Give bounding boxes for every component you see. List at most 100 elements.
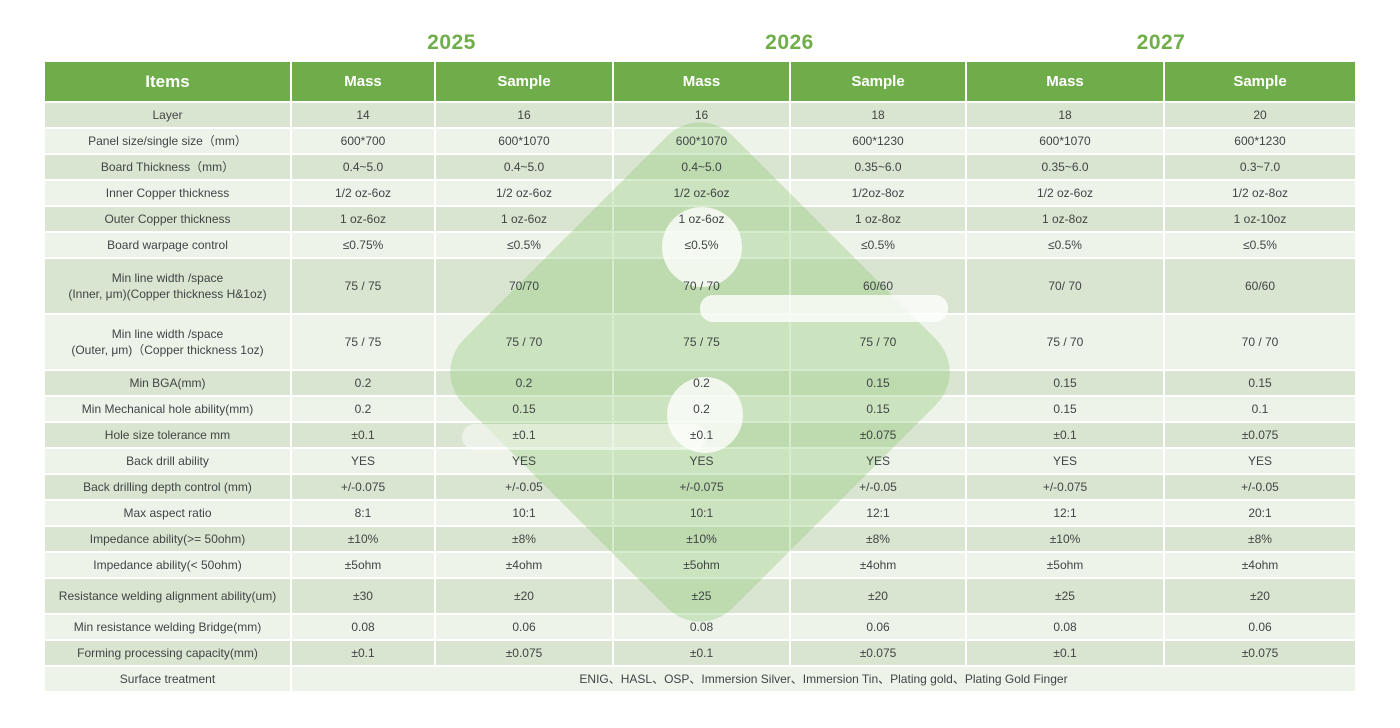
cell-value: ±0.1	[689, 427, 714, 442]
value-cell: ±25	[967, 579, 1163, 613]
value-cell: 1/2oz-8oz	[791, 181, 965, 205]
cell-value: 0.15	[1248, 375, 1272, 390]
cell-value: 60/60	[1244, 278, 1276, 293]
row-label-cell: Impedance ability(>= 50ohm)	[45, 527, 290, 551]
cell-value: 16	[517, 107, 531, 122]
value-cell: YES	[436, 449, 612, 473]
value-cell: 1 oz-6oz	[436, 207, 612, 231]
cell-value: +/-0.075	[679, 479, 724, 494]
cell-value: 0.1	[1251, 401, 1269, 416]
cell-value: ±0.075	[1241, 427, 1279, 442]
cell-value: 18	[1058, 107, 1072, 122]
value-cell: 0.06	[436, 615, 612, 639]
value-cell: 0.15	[791, 397, 965, 421]
value-cell: 0.3~7.0	[1165, 155, 1355, 179]
column-header: Mass	[292, 62, 434, 101]
cell-value: 20	[1253, 107, 1267, 122]
table-row: Hole size tolerance mm ±0.1 ±0.1 ±0.1 ±0.075…	[45, 423, 1355, 447]
row-label: Outer Copper thickness	[104, 211, 231, 226]
cell-value: 75 / 75	[344, 278, 382, 293]
row-label: Impedance ability(>= 50ohm)	[89, 531, 246, 546]
cell-value: ±0.075	[859, 427, 897, 442]
value-cell: 0.06	[1165, 615, 1355, 639]
cell-value: ±25	[691, 588, 712, 603]
value-cell: 0.15	[967, 371, 1163, 395]
value-cell: +/-0.05	[1165, 475, 1355, 499]
value-cell: YES	[967, 449, 1163, 473]
table-row: Impedance ability(>= 50ohm) ±10% ±8% ±10% ±8…	[45, 527, 1355, 551]
value-cell: 70/ 70	[967, 259, 1163, 313]
value-cell: 600*1230	[791, 129, 965, 153]
value-cell: 0.08	[614, 615, 789, 639]
value-cell: 1/2 oz-6oz	[436, 181, 612, 205]
value-cell: ±25	[614, 579, 789, 613]
cell-value: 0.35~6.0	[854, 159, 902, 174]
cell-value: ±0.1	[1053, 645, 1077, 660]
row-label: Board warpage control	[107, 237, 228, 252]
cell-value: 0.4~5.0	[681, 159, 722, 174]
value-cell: ±0.075	[1165, 641, 1355, 665]
value-cell: YES	[791, 449, 965, 473]
cell-value: YES	[350, 453, 375, 468]
value-cell: 0.15	[967, 397, 1163, 421]
row-label-cell: Min Mechanical hole ability(mm)	[45, 397, 290, 421]
cell-value: ≤0.5%	[1243, 237, 1277, 252]
value-cell: ±4ohm	[1165, 553, 1355, 577]
value-cell: 0.4~5.0	[292, 155, 434, 179]
value-cell: +/-0.075	[292, 475, 434, 499]
value-cell: 14	[292, 103, 434, 127]
row-label-cell: Board warpage control	[45, 233, 290, 257]
surface-treatment-value-cell: ENIG、HASL、OSP、Immersion Silver、Immersion…	[292, 667, 1355, 691]
value-cell: ±0.1	[614, 423, 789, 447]
cell-value: ≤0.5%	[861, 237, 895, 252]
value-cell: ≤0.5%	[614, 233, 789, 257]
value-cell: 18	[967, 103, 1163, 127]
cell-value: +/-0.075	[1042, 479, 1088, 494]
table-row: Forming processing capacity(mm) ±0.1 ±0.07…	[45, 641, 1355, 665]
table-row: Resistance welding alignment ability(um)…	[45, 579, 1355, 613]
column-header: Mass	[967, 62, 1163, 101]
value-cell: 600*700	[292, 129, 434, 153]
row-label-cell: Min line width /space (Outer, μm)（Copper…	[45, 315, 290, 369]
cell-value: 0.15	[866, 401, 890, 416]
value-cell: 70/70	[436, 259, 612, 313]
cell-value: ±0.1	[1053, 427, 1077, 442]
year-heading-2026: 2026	[765, 31, 814, 54]
row-label: Min resistance welding Bridge(mm)	[73, 619, 262, 634]
value-cell: 16	[436, 103, 612, 127]
cell-value: 600*700	[340, 133, 386, 148]
column-header: Sample	[791, 62, 965, 101]
cell-value: 600*1070	[1039, 133, 1091, 148]
row-label: Surface treatment	[119, 671, 216, 686]
year-heading-2025: 2025	[427, 31, 476, 54]
value-cell: ±5ohm	[967, 553, 1163, 577]
row-label: Resistance welding alignment ability(um)	[58, 588, 277, 603]
cell-value: ≤0.5%	[684, 237, 719, 252]
row-label-cell: Back drilling depth control (mm)	[45, 475, 290, 499]
value-cell: +/-0.05	[791, 475, 965, 499]
value-cell: 1 oz-6oz	[614, 207, 789, 231]
cell-value: 1/2 oz-6oz	[334, 185, 392, 200]
cell-value: 1 oz-6oz	[339, 211, 387, 226]
cell-value: 0.2	[693, 401, 710, 416]
cell-value: 0.08	[351, 619, 375, 634]
value-cell: ±8%	[791, 527, 965, 551]
cell-value: ±10%	[1049, 531, 1081, 546]
cell-value: +/-0.05	[1241, 479, 1279, 494]
value-cell: 8:1	[292, 501, 434, 525]
table-row: Max aspect ratio 8:1 10:1 10:1 12:1 12:1 20:1	[45, 501, 1355, 525]
cell-value: ±5ohm	[1046, 557, 1084, 572]
value-cell: ±10%	[614, 527, 789, 551]
value-cell: 20	[1165, 103, 1355, 127]
row-label: Back drilling depth control (mm)	[83, 479, 252, 494]
value-cell: 75 / 70	[791, 315, 965, 369]
cell-value: ±8%	[512, 531, 536, 546]
cell-value: ≤0.75%	[342, 237, 384, 252]
cell-value: ±8%	[866, 531, 890, 546]
table-row: Min BGA(mm) 0.2 0.2 0.2 0.15 0.15 0.15	[45, 371, 1355, 395]
cell-value: 0.15	[866, 375, 890, 390]
cell-value: ±0.075	[859, 645, 897, 660]
row-label-cell: Inner Copper thickness	[45, 181, 290, 205]
value-cell: ≤0.5%	[967, 233, 1163, 257]
cell-value: 70/70	[508, 278, 540, 293]
